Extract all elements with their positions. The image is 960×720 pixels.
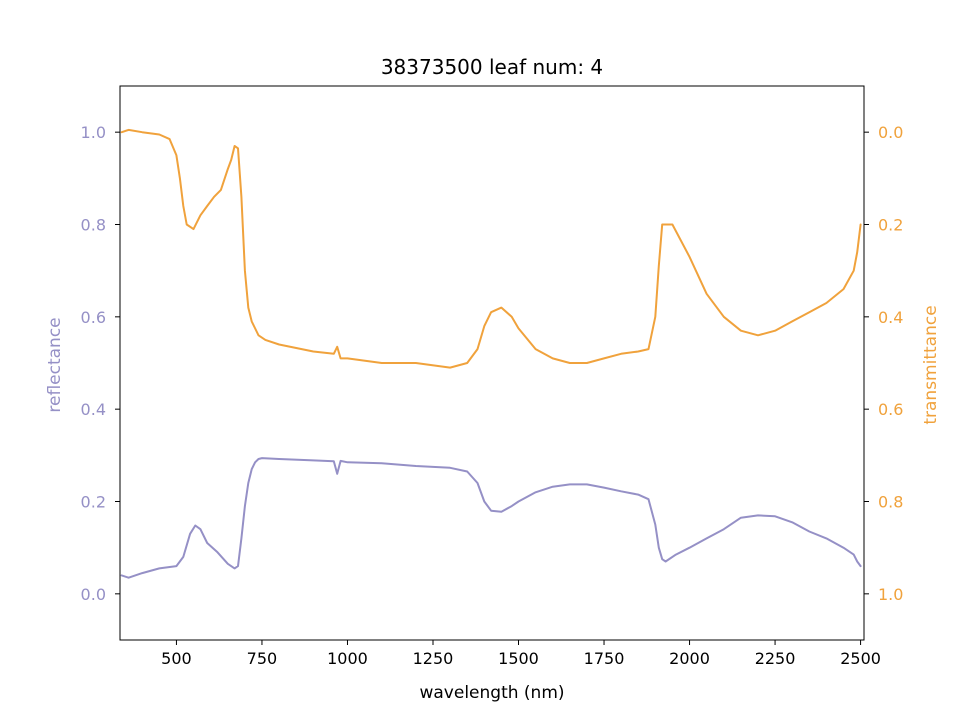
reflectance-series-line: [120, 457, 862, 579]
y-right-tick-label: 0.4: [878, 308, 903, 327]
y-right-tick-label: 0.6: [878, 400, 903, 419]
y-axis-left-title: reflectance: [45, 317, 65, 412]
x-tick-label: 2000: [669, 649, 710, 668]
y-left-tick-label: 0.2: [81, 493, 106, 512]
x-axis: 500 750 1000 1250 1500 1750 2000 2250 2500: [161, 640, 881, 668]
y-right-tick-label: 0.8: [878, 493, 903, 512]
x-tick-label: 1000: [327, 649, 368, 668]
y-right-tick-label: 0.0: [878, 123, 903, 142]
y-axis-right: 0.0 0.2 0.4 0.6 0.8 1.0: [864, 123, 903, 604]
x-tick-label: 2500: [840, 649, 881, 668]
y-axis-left: 0.0 0.2 0.4 0.6 0.8 1.0: [81, 123, 120, 604]
x-tick-label: 1500: [498, 649, 539, 668]
y-right-tick-label: 1.0: [878, 585, 903, 604]
y-axis-right-title: transmittance: [921, 305, 941, 424]
y-left-tick-label: 0.0: [81, 585, 106, 604]
y-left-tick-label: 0.4: [81, 400, 106, 419]
x-axis-title: wavelength (nm): [419, 683, 564, 703]
x-tick-label: 2250: [755, 649, 796, 668]
y-left-tick-label: 1.0: [81, 123, 106, 142]
y-left-tick-label: 0.6: [81, 308, 106, 327]
x-tick-label: 1750: [584, 649, 625, 668]
chart-title: 38373500 leaf num: 4: [381, 55, 603, 79]
plot-frame: [119, 85, 865, 641]
transmittance-series-line: [120, 128, 862, 369]
x-tick-label: 500: [161, 649, 192, 668]
x-tick-label: 750: [247, 649, 278, 668]
x-tick-label: 1250: [413, 649, 454, 668]
y-right-tick-label: 0.2: [878, 216, 903, 235]
plot-area: [120, 128, 862, 579]
y-left-tick-label: 0.8: [81, 216, 106, 235]
